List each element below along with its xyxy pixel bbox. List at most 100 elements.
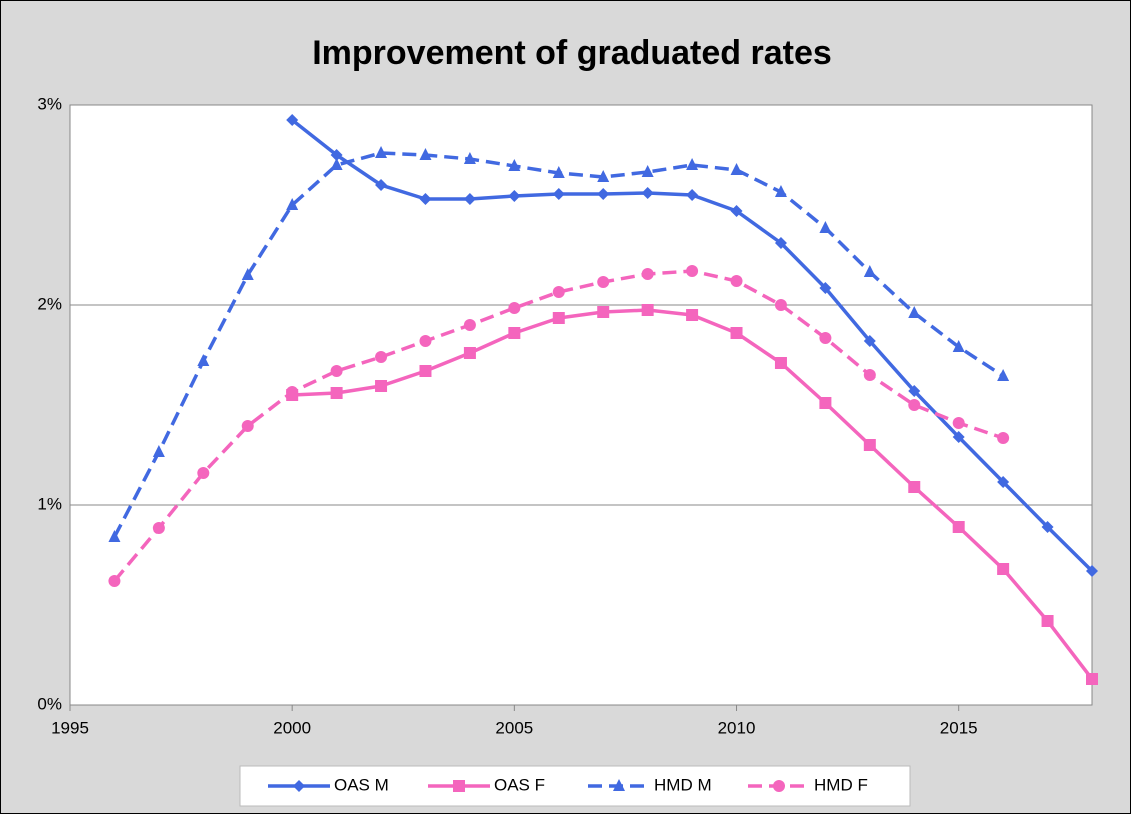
marker <box>1086 673 1098 685</box>
marker <box>730 205 743 217</box>
marker <box>508 190 521 202</box>
marker <box>552 166 565 178</box>
marker <box>819 397 832 409</box>
marker <box>730 327 743 339</box>
marker <box>774 237 787 249</box>
legend-marker <box>773 780 785 792</box>
marker <box>108 575 121 587</box>
marker <box>1086 565 1098 577</box>
marker <box>419 148 432 160</box>
marker <box>641 165 654 177</box>
marker <box>419 335 432 347</box>
marker <box>286 114 299 126</box>
marker <box>641 187 654 199</box>
marker <box>997 369 1010 381</box>
marker <box>375 380 388 392</box>
marker <box>552 286 565 298</box>
y-tick-label: 3% <box>37 94 62 113</box>
marker <box>508 302 521 314</box>
marker <box>997 432 1010 444</box>
marker <box>997 563 1010 575</box>
legend-marker <box>613 779 625 791</box>
marker <box>463 193 476 205</box>
marker <box>952 340 965 352</box>
marker <box>819 332 832 344</box>
marker <box>730 275 743 287</box>
marker <box>641 268 654 280</box>
marker <box>552 312 565 324</box>
marker <box>375 146 388 158</box>
marker <box>286 198 299 210</box>
marker <box>152 522 165 534</box>
legend-marker <box>293 780 305 792</box>
marker <box>863 265 876 277</box>
marker <box>597 188 610 200</box>
y-tick-label: 0% <box>37 694 62 713</box>
marker <box>1041 521 1054 533</box>
marker <box>730 163 743 175</box>
marker <box>686 265 699 277</box>
marker <box>330 365 343 377</box>
marker <box>463 319 476 331</box>
x-tick-label: 2015 <box>940 718 978 737</box>
marker <box>952 431 965 443</box>
series-line <box>113 269 1004 583</box>
marker <box>286 386 299 398</box>
x-tick-label: 2000 <box>273 718 311 737</box>
x-tick-label: 2010 <box>718 718 756 737</box>
marker <box>863 439 876 451</box>
marker <box>952 521 965 533</box>
marker <box>774 357 787 369</box>
marker <box>597 170 610 182</box>
marker <box>997 476 1010 488</box>
marker <box>952 417 965 429</box>
marker <box>908 399 921 411</box>
marker <box>197 354 210 366</box>
marker <box>375 351 388 363</box>
marker <box>597 306 610 318</box>
legend-marker <box>453 780 465 792</box>
marker <box>419 193 432 205</box>
marker <box>552 188 565 200</box>
x-tick-label: 2005 <box>495 718 533 737</box>
y-tick-label: 1% <box>37 494 62 513</box>
y-tick-label: 2% <box>37 294 62 313</box>
marker <box>197 467 210 479</box>
marker <box>641 304 654 316</box>
marker <box>241 268 254 280</box>
marker <box>108 530 121 542</box>
marker <box>241 420 254 432</box>
legend-label: HMD M <box>654 775 712 794</box>
marker <box>774 299 787 311</box>
marker <box>774 185 787 197</box>
marker <box>463 347 476 359</box>
marker <box>330 158 343 170</box>
marker <box>908 385 921 397</box>
marker <box>330 387 343 399</box>
plot-area <box>69 104 1093 706</box>
marker <box>908 306 921 318</box>
marker <box>419 365 432 377</box>
legend-label: HMD F <box>814 775 868 794</box>
marker <box>819 221 832 233</box>
marker <box>597 276 610 288</box>
marker <box>863 335 876 347</box>
marker <box>375 179 388 191</box>
marker <box>330 149 343 161</box>
marker <box>819 282 832 294</box>
legend-label: OAS M <box>334 775 389 794</box>
marker <box>686 189 699 201</box>
marker <box>686 309 699 321</box>
marker <box>508 159 521 171</box>
marker <box>463 152 476 164</box>
x-tick-label: 1995 <box>51 718 89 737</box>
legend-label: OAS F <box>494 775 545 794</box>
marker <box>863 369 876 381</box>
marker <box>908 481 921 493</box>
marker <box>1041 615 1054 627</box>
marker <box>508 327 521 339</box>
chart-title: Improvement of graduated rates <box>312 34 832 72</box>
marker <box>152 445 165 457</box>
